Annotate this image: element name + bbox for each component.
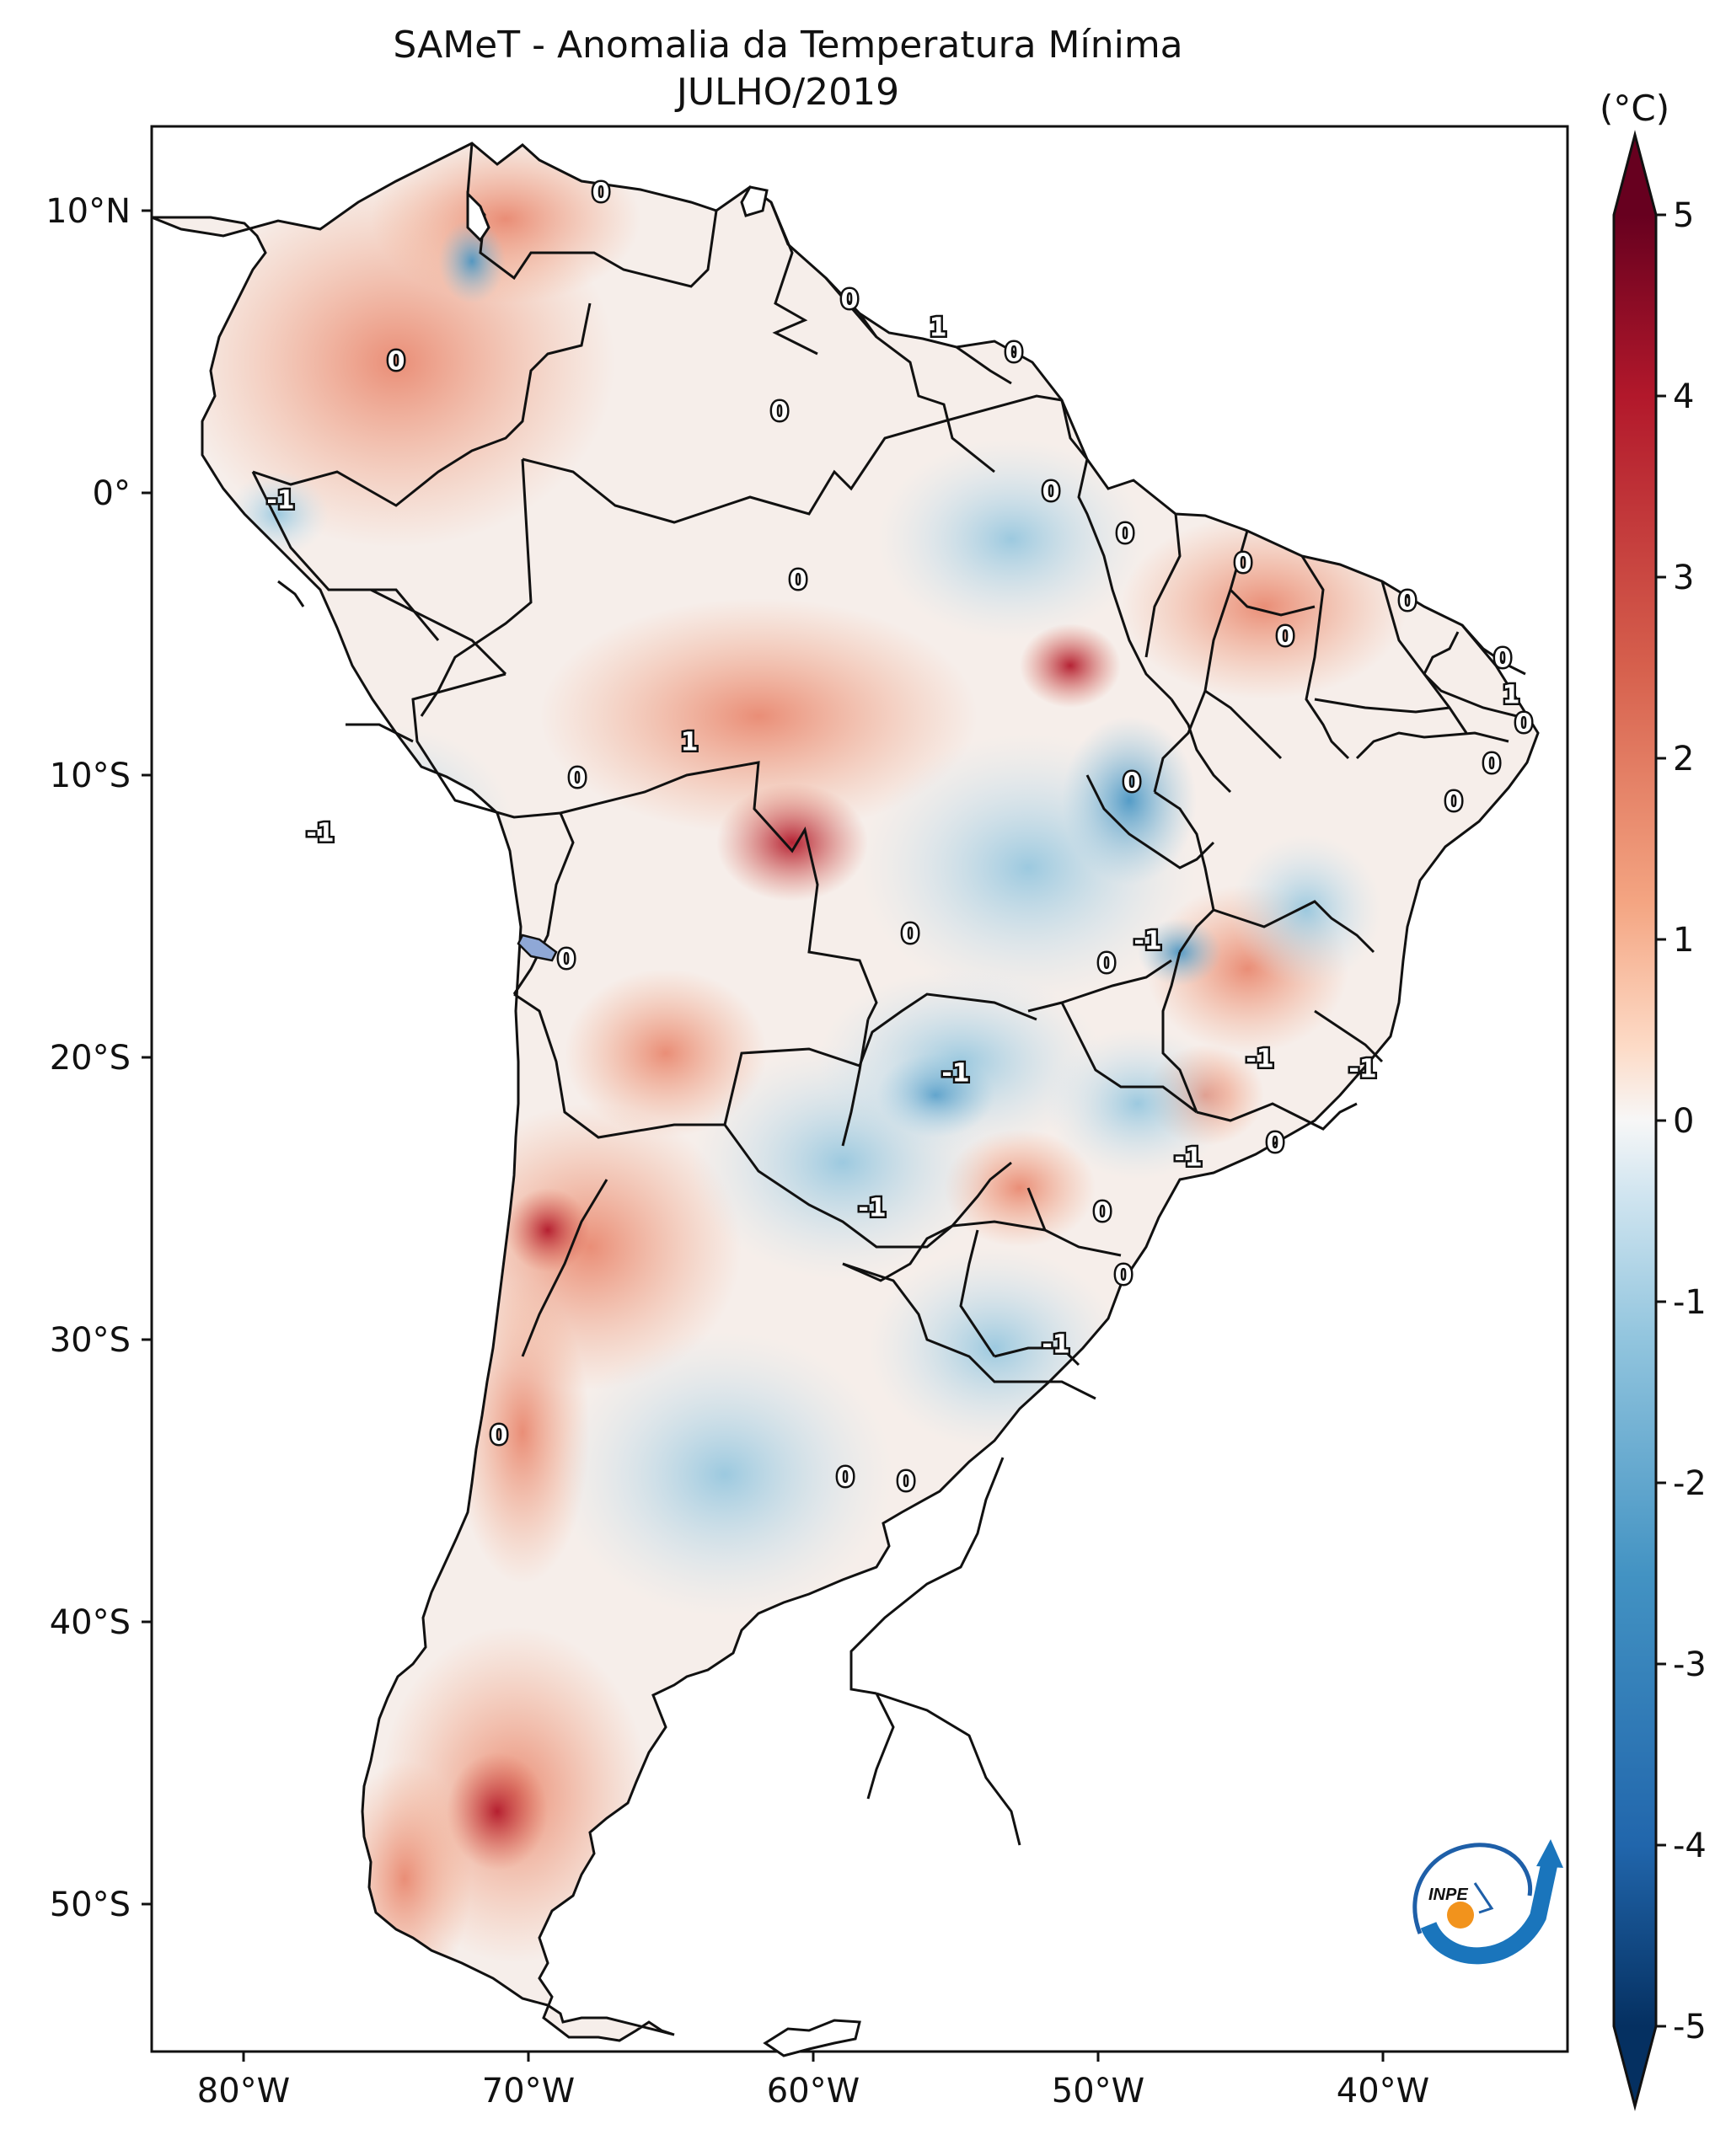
colorbar-tick-label: -5 xyxy=(1673,2008,1707,2046)
contour-label: -1 xyxy=(941,1059,969,1089)
contour-label: -1 xyxy=(1042,1330,1069,1360)
contour-label: -1 xyxy=(858,1194,886,1223)
map-title: SAMeT - Anomalia da Temperatura Mínima xyxy=(393,24,1183,67)
contour-label: 0 xyxy=(1483,750,1501,779)
contour-label: 0 xyxy=(1445,788,1463,817)
colorbar-min-extend xyxy=(1614,2026,1656,2106)
contour-label: 1 xyxy=(930,313,947,343)
contour-label: 0 xyxy=(771,398,789,427)
contour-label: -1 xyxy=(1133,927,1161,956)
lon-tick-label: 60°W xyxy=(767,2072,860,2111)
colorbar-tick-label: 1 xyxy=(1673,921,1694,960)
contour-label: -1 xyxy=(1246,1045,1273,1074)
contour-label: 0 xyxy=(1494,645,1512,674)
contour-label: 0 xyxy=(1115,1261,1133,1291)
lon-tick-label: 50°W xyxy=(1052,2072,1144,2111)
contour-label: 0 xyxy=(1005,339,1023,368)
colorbar-tick-label: -4 xyxy=(1673,1827,1707,1865)
contour-label: -1 xyxy=(1348,1055,1376,1084)
contour-label: 0 xyxy=(1098,950,1116,979)
contour-label: 0 xyxy=(1117,520,1134,549)
map-subtitle: JULHO/2019 xyxy=(676,71,900,114)
lat-tick-label: 20°S xyxy=(50,1039,131,1078)
contour-labels: 0 0 0 1 0 0 -1 0 0 0 0 0 0 0 1 0 -1 1 0 … xyxy=(265,176,1535,1452)
colorbar-tick-label: -2 xyxy=(1673,1464,1707,1503)
contour-label: 0 xyxy=(1094,1198,1112,1228)
contour-label: 0 xyxy=(490,1421,508,1451)
contour-label: 0 xyxy=(558,945,576,975)
lake-titicaca xyxy=(517,934,558,962)
contour-label: 0 xyxy=(1277,623,1294,652)
colorbar-body xyxy=(1614,215,1656,2026)
axis-ticks xyxy=(142,209,1385,2062)
colorbar-tick-label: 0 xyxy=(1673,1102,1694,1141)
contour-label: 0 xyxy=(1042,478,1060,507)
colorbar-tick-label: 4 xyxy=(1673,377,1694,416)
lat-tick-label: 40°S xyxy=(50,1603,131,1642)
contour-label: 0 xyxy=(841,286,859,315)
colorbar-tick-label: -1 xyxy=(1673,1283,1707,1322)
inpe-logo: INPE xyxy=(1412,1839,1563,1965)
contour-label: 1 xyxy=(681,728,699,757)
contour-label: -1 xyxy=(266,486,294,516)
contour-label: 1 xyxy=(1503,681,1520,710)
contour-labels-extra: -1 -1 -1 0 0 xyxy=(834,1141,1204,1499)
colorbar-tick-label: 3 xyxy=(1673,559,1694,597)
lon-tick-label: 40°W xyxy=(1337,2072,1429,2111)
lat-tick-label: 30°S xyxy=(50,1321,131,1360)
contour-label: 0 xyxy=(388,347,405,377)
lat-tick-label: 10°N xyxy=(46,192,131,231)
colorbar-max-extend xyxy=(1614,135,1656,215)
lat-tick-label: 10°S xyxy=(50,757,131,795)
islands xyxy=(466,185,861,2057)
contour-label: 0 xyxy=(1267,1129,1284,1158)
contour-label: 0 xyxy=(1515,709,1533,739)
lon-tick-label: 80°W xyxy=(197,2072,290,2111)
lat-tick-label: 50°S xyxy=(50,1886,131,1924)
contour-label: 0 xyxy=(1399,587,1417,617)
contour-label: 0 xyxy=(569,764,587,794)
lon-tick-label: 70°W xyxy=(482,2072,575,2111)
colorbar-tick-label: -3 xyxy=(1673,1645,1707,1684)
contour-label: 0 xyxy=(592,179,610,208)
contour-label: 0 xyxy=(898,1468,915,1497)
contour-label: -1 xyxy=(1174,1143,1202,1173)
lon-tick-labels: 80°W 70°W 60°W 50°W 40°W xyxy=(197,2072,1429,2111)
colorbar-tick-label: 2 xyxy=(1673,740,1694,778)
lat-tick-labels: 10°N 0° 10°S 20°S 30°S 40°S 50°S xyxy=(46,192,131,1924)
logo-text: INPE xyxy=(1428,1886,1468,1904)
contour-label: 0 xyxy=(837,1463,855,1493)
contour-label: 0 xyxy=(902,920,919,950)
contour-label: 0 xyxy=(790,566,807,596)
country-borders xyxy=(251,142,1526,1846)
colorbar-unit: (°C) xyxy=(1600,88,1670,129)
contour-label: 0 xyxy=(1235,549,1252,579)
contour-label: 0 xyxy=(1123,768,1141,798)
lat-tick-label: 0° xyxy=(93,474,131,513)
colorbar-tick-label: 5 xyxy=(1673,196,1694,235)
contour-label: -1 xyxy=(306,819,334,848)
colorbar: 5 4 3 2 1 0 -1 -2 -3 -4 -5 xyxy=(1612,130,1707,2111)
